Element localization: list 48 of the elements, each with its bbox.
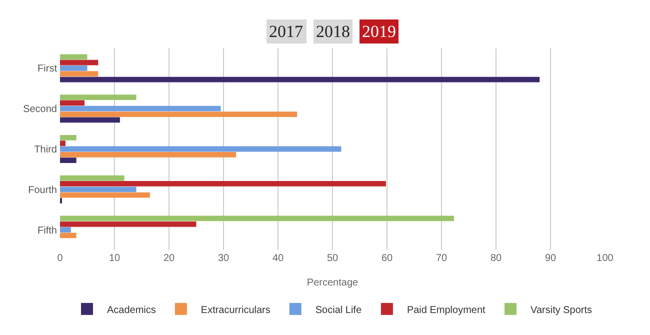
legend-label: Academics	[107, 304, 156, 316]
legend-label: Extracurriculars	[200, 304, 270, 316]
x-tick-label: 40	[272, 253, 284, 264]
legend-label: Social Life	[315, 304, 362, 316]
bar	[60, 146, 342, 152]
bar	[60, 181, 386, 186]
legend-label: Varsity Sports	[530, 304, 592, 316]
bar	[60, 112, 298, 117]
bar	[60, 60, 98, 66]
bar	[60, 117, 120, 123]
bar	[60, 158, 76, 163]
text: 2018	[316, 22, 350, 41]
bar	[60, 106, 221, 112]
text: 2017	[269, 22, 304, 41]
x-tick-label: 100	[596, 253, 614, 264]
bar	[60, 140, 66, 146]
y-tick-label: Third	[34, 144, 57, 156]
bar	[60, 192, 150, 198]
bar	[60, 227, 71, 232]
bar	[60, 54, 88, 60]
x-tick-label: 70	[436, 253, 448, 264]
y-tick-label: First	[38, 64, 58, 75]
bar	[60, 221, 196, 227]
bar	[60, 100, 85, 106]
bar	[60, 71, 98, 77]
x-tick-label: 80	[490, 253, 502, 264]
bar	[60, 76, 540, 82]
y-tick-label: Fourth	[28, 184, 57, 196]
x-tick-label: 50	[326, 253, 338, 264]
bar	[60, 175, 124, 181]
bar	[60, 152, 236, 158]
y-tick-label: Fifth	[38, 225, 57, 236]
y-tick-label: Second	[23, 104, 57, 116]
bar	[60, 135, 76, 140]
text: 2019	[362, 22, 396, 41]
bar	[60, 94, 136, 100]
x-tick-label: 60	[381, 253, 393, 264]
x-tick-label: 20	[163, 253, 175, 264]
x-tick-label: 0	[57, 253, 64, 264]
bar	[60, 216, 454, 222]
x-tick-label: 10	[108, 253, 120, 264]
x-axis-title: Percentage	[306, 278, 359, 288]
bar	[60, 66, 88, 71]
x-tick-label: 90	[544, 253, 556, 264]
bar	[60, 186, 136, 192]
legend-label: Paid Employment	[406, 304, 486, 316]
bar	[60, 232, 76, 238]
x-tick-label: 30	[218, 253, 230, 264]
